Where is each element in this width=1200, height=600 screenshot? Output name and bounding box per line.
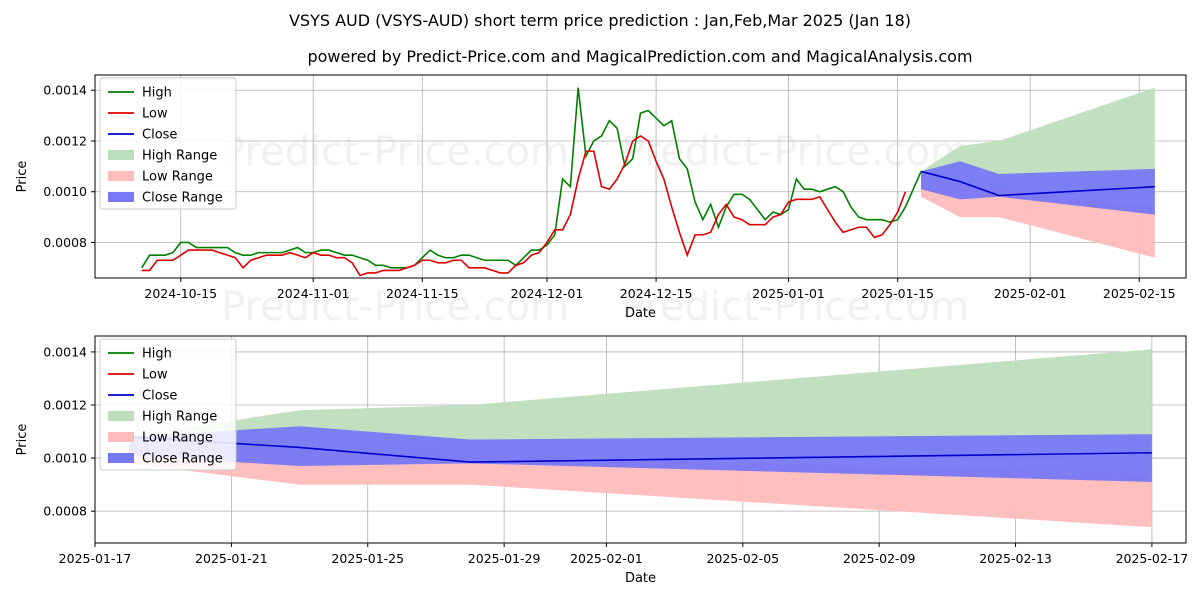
low-series-line	[141, 134, 907, 277]
legend-item-high-range-label: High Range	[142, 149, 217, 164]
y-tick-label: 0.0010	[43, 184, 87, 199]
y-axis-label: Price	[15, 424, 30, 456]
legend-item-close-range-label: Close Range	[142, 452, 223, 467]
x-axis-label: Date	[625, 571, 656, 586]
chart-title: VSYS AUD (VSYS-AUD) short term price pre…	[289, 11, 911, 30]
y-tick-label: 0.0008	[43, 235, 87, 250]
legend-item-high-label: High	[142, 86, 172, 101]
legend-item-low-range-label: Low Range	[142, 431, 213, 446]
y-tick-label: 0.0012	[43, 398, 87, 413]
legend-item-high-range-swatch	[108, 411, 134, 421]
bottom-chart-panel: Predict-Price.comPredict-Price.com2025-0…	[15, 335, 1189, 586]
x-tick-label: 2025-01-29	[468, 551, 541, 566]
x-tick-label: 2024-11-01	[277, 286, 350, 301]
x-tick-label: 2025-01-15	[861, 286, 934, 301]
y-axis-label: Price	[15, 161, 30, 193]
watermark-text: Predict-Price.com	[621, 129, 969, 175]
x-tick-label: 2025-01-01	[752, 286, 825, 301]
watermark-text: Predict-Price.com	[221, 284, 569, 330]
x-tick-label: 2024-12-15	[620, 286, 693, 301]
watermark-text: Predict-Price.com	[221, 129, 569, 175]
x-tick-label: 2025-02-15	[1103, 286, 1176, 301]
y-tick-label: 0.0014	[43, 344, 87, 359]
legend-item-close-label: Close	[142, 389, 177, 404]
x-tick-label: 2025-02-01	[994, 286, 1067, 301]
x-tick-label: 2025-01-25	[331, 551, 404, 566]
x-axis-label: Date	[625, 306, 656, 321]
legend-item-low-label: Low	[142, 107, 168, 122]
watermark-text: Predict-Price.com	[621, 284, 969, 330]
x-tick-label: 2025-01-17	[59, 551, 132, 566]
plot-frame	[94, 74, 1187, 279]
plot-frame	[94, 335, 1187, 544]
close-range-band	[921, 161, 1155, 215]
legend-item-close-range-swatch	[108, 192, 134, 202]
y-tick-label: 0.0014	[43, 83, 87, 98]
plot-area	[141, 87, 1155, 277]
high-series-line	[141, 87, 922, 269]
y-tick-label: 0.0012	[43, 133, 87, 148]
legend: High Low Close High Range Low Range Close Ran…	[99, 338, 237, 471]
y-tick-label: 0.0010	[43, 451, 87, 466]
legend-item-high-label: High	[142, 347, 172, 362]
legend-item-low-range-swatch	[108, 171, 134, 181]
x-tick-label: 2025-02-17	[1116, 551, 1189, 566]
x-tick-label: 2024-12-01	[511, 286, 584, 301]
x-tick-label: 2025-02-09	[843, 551, 916, 566]
x-tick-label: 2025-02-13	[979, 551, 1052, 566]
x-tick-label: 2025-02-05	[706, 551, 779, 566]
chart-subtitle: powered by Predict-Price.com and Magical…	[307, 47, 972, 66]
legend-item-close-range-label: Close Range	[142, 191, 223, 206]
x-tick-label: 2024-11-15	[386, 286, 459, 301]
y-tick-label: 0.0008	[43, 504, 87, 519]
legend: High Low Close High Range Low Range Close Ran…	[99, 77, 237, 210]
x-tick-label: 2024-10-15	[144, 286, 217, 301]
legend-item-close-range-swatch	[108, 453, 134, 463]
close-series-line	[920, 170, 1155, 197]
top-chart-panel: Predict-Price.com Predict-Price.com Predic…	[15, 74, 1187, 330]
close-range-band	[129, 426, 1152, 482]
legend-item-low-range-label: Low Range	[142, 170, 213, 185]
x-tick-label: 2025-01-21	[195, 551, 268, 566]
plot-area	[129, 349, 1152, 528]
legend-item-low-range-swatch	[108, 432, 134, 442]
legend-item-high-range-swatch	[108, 150, 134, 160]
x-tick-label: 2025-02-01	[570, 551, 643, 566]
legend-item-high-range-label: High Range	[142, 410, 217, 425]
legend-item-close-label: Close	[142, 128, 177, 143]
legend-item-low-label: Low	[142, 368, 168, 383]
